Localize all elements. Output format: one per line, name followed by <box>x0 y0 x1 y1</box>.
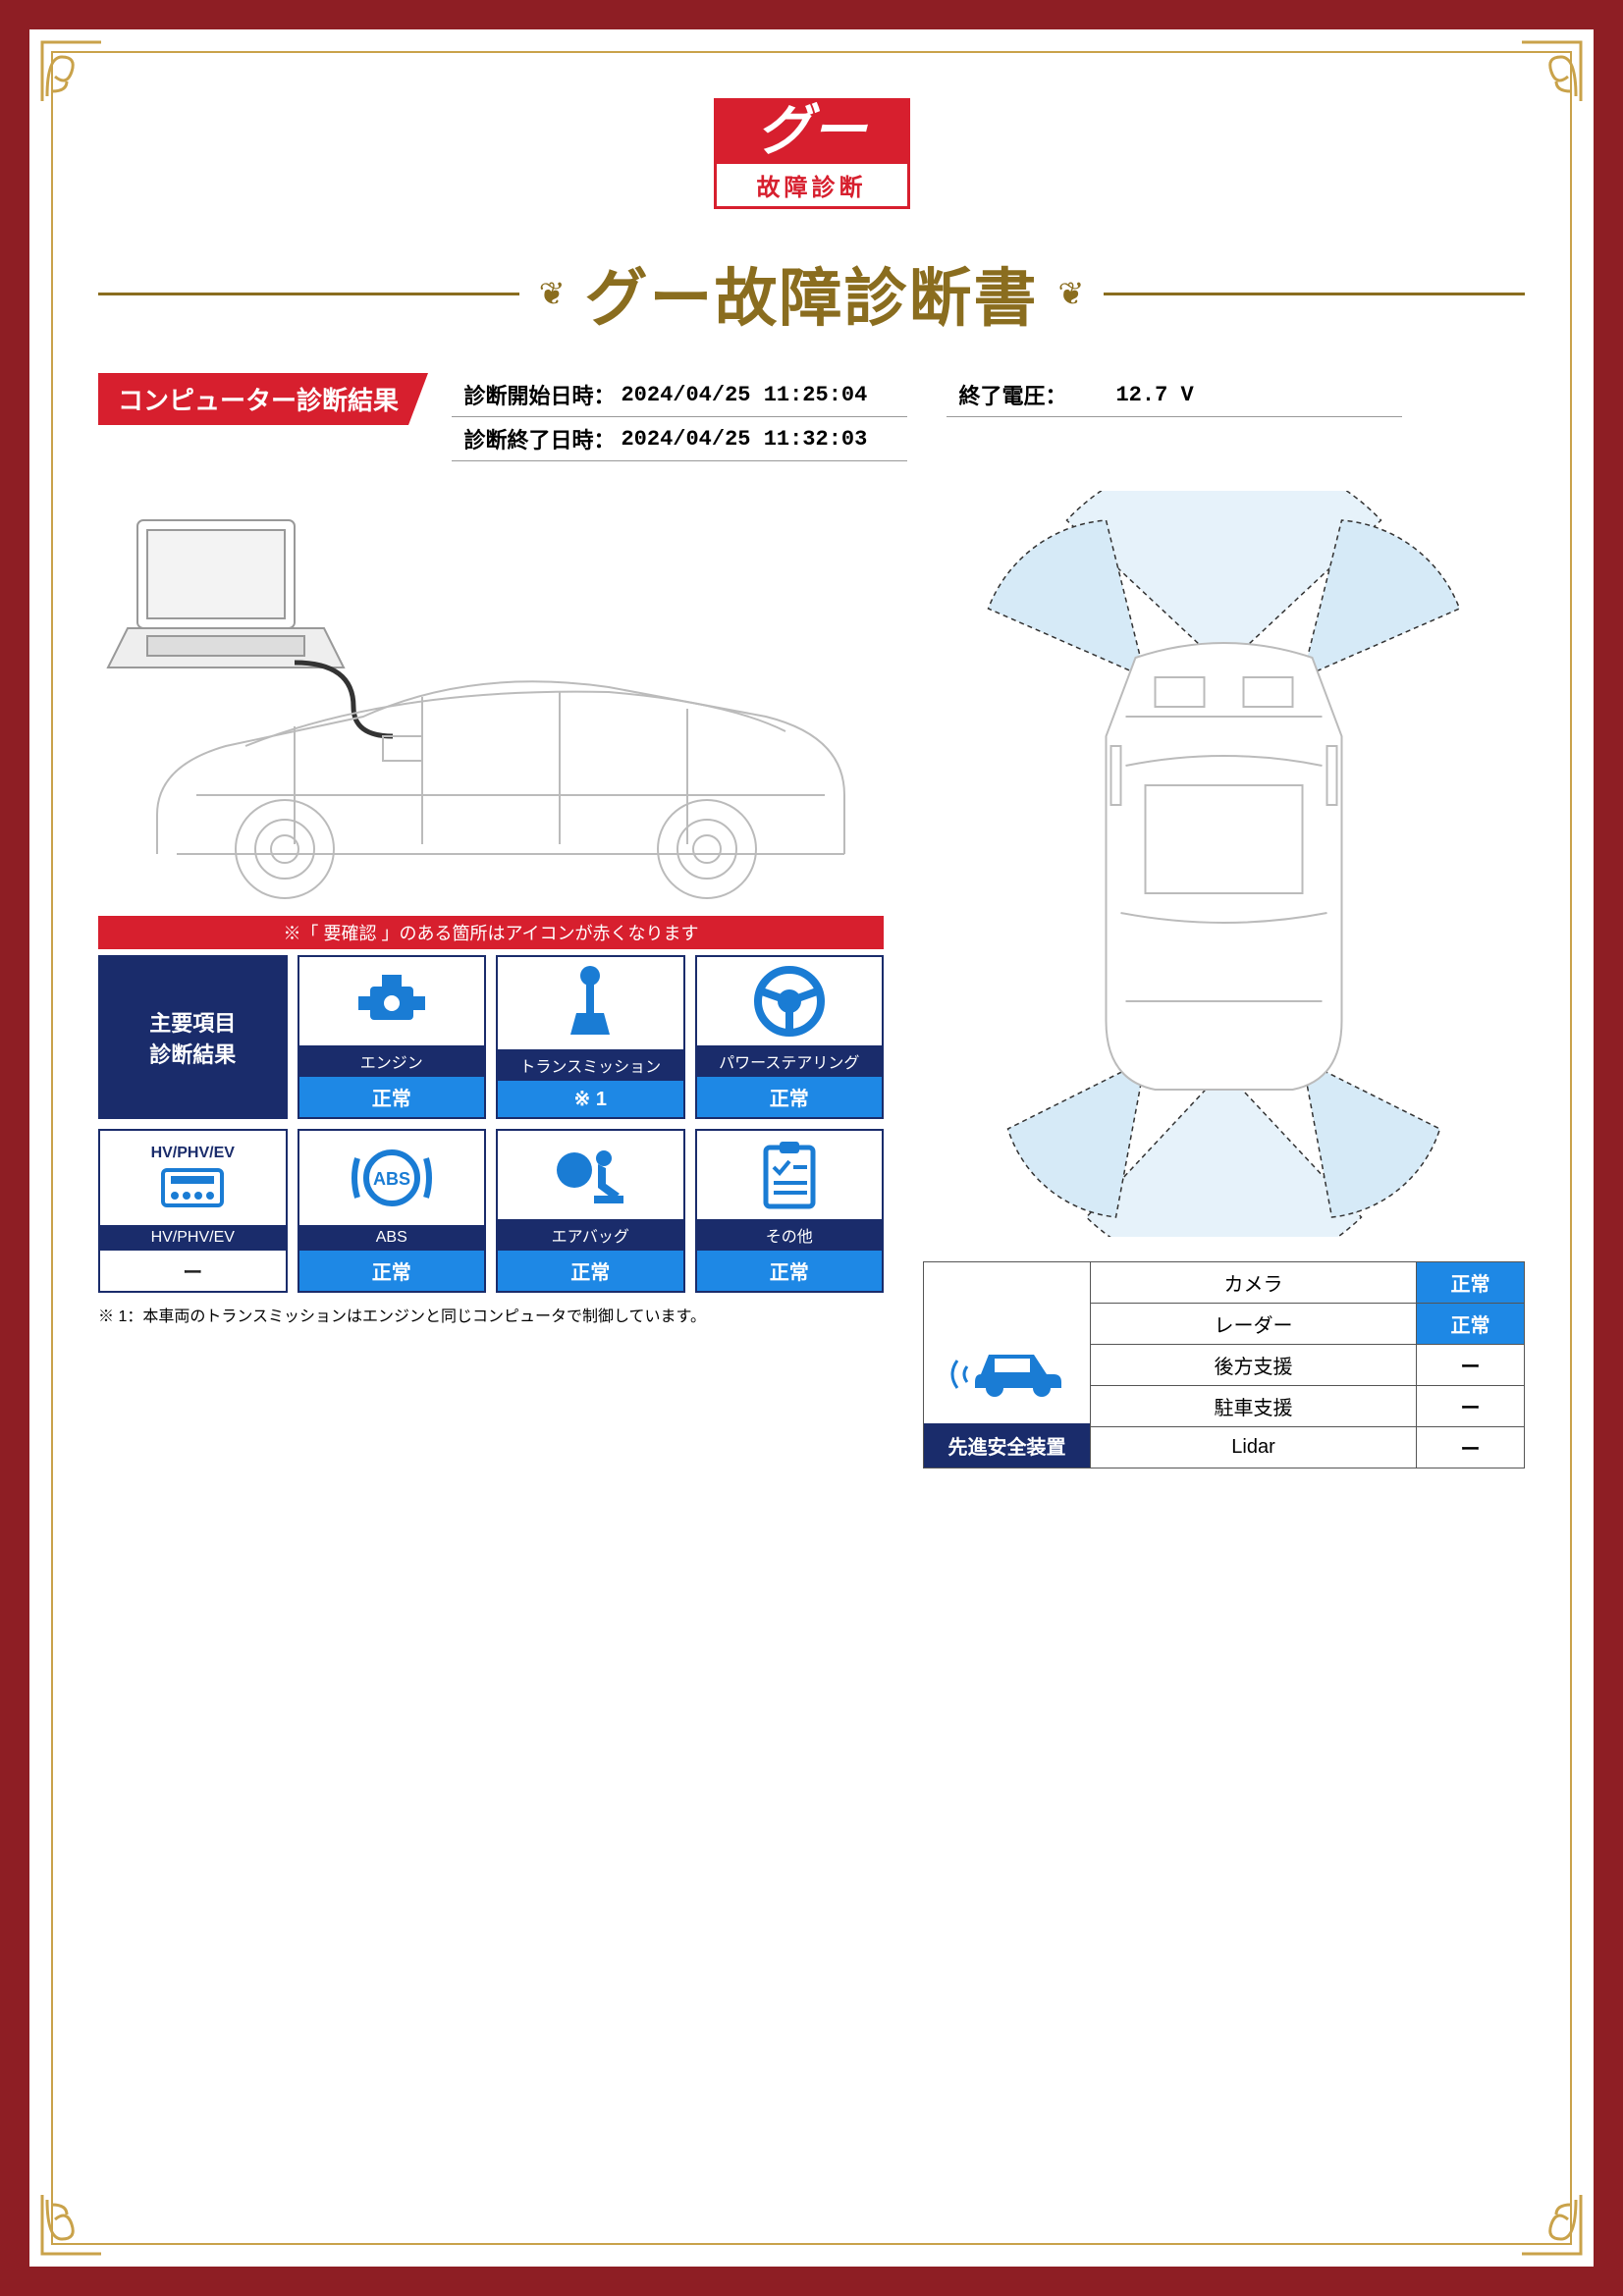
logo-brand: グー <box>717 101 907 164</box>
title-line-right <box>1104 293 1525 295</box>
safety-row-name: 駐車支援 <box>1091 1386 1417 1427</box>
safety-row-name: 後方支援 <box>1091 1345 1417 1386</box>
start-value: 2024/04/25 11:25:04 <box>621 383 895 407</box>
safety-row-status: 正常 <box>1417 1262 1525 1304</box>
cell-airbag-status: 正常 <box>498 1251 683 1291</box>
corner-ornament-bl <box>37 2190 106 2259</box>
car-side-diagram <box>98 491 884 903</box>
safety-row-name: Lidar <box>1091 1427 1417 1468</box>
flourish-right-icon: ❦ <box>1058 275 1085 312</box>
section-banner: コンピューター診断結果 <box>98 373 428 425</box>
cell-other-label: その他 <box>697 1219 883 1251</box>
corner-ornament-br <box>1517 2190 1586 2259</box>
cell-transmission: トランスミッション ※ 1 <box>496 955 685 1119</box>
logo-block: グー 故障診断 <box>98 98 1525 209</box>
cell-transmission-label: トランスミッション <box>498 1049 683 1081</box>
cell-other: その他 正常 <box>695 1129 885 1293</box>
diagnostic-icon-grid: 主要項目 診断結果 エンジン 正常 トランスミッション ※ 1 <box>98 955 884 1293</box>
cell-abs: ABS ABS 正常 <box>298 1129 487 1293</box>
logo-subtitle: 故障診断 <box>717 164 907 206</box>
cell-transmission-status: ※ 1 <box>498 1081 683 1117</box>
safety-row-name: カメラ <box>1091 1262 1417 1304</box>
certificate-frame: グー 故障診断 ❦ グー故障診断書 ❦ コンピューター診断結果 診断開始日時： … <box>29 29 1594 2267</box>
cell-airbag: エアバッグ 正常 <box>496 1129 685 1293</box>
svg-text:ABS: ABS <box>373 1169 410 1189</box>
cell-airbag-label: エアバッグ <box>498 1219 683 1251</box>
clipboard-icon <box>697 1131 883 1219</box>
transmission-icon <box>498 957 683 1049</box>
safety-row-status: ー <box>1417 1427 1525 1468</box>
cell-engine-label: エンジン <box>299 1045 485 1077</box>
grid-header: 主要項目 診断結果 <box>98 955 288 1119</box>
cell-engine-status: 正常 <box>299 1077 485 1117</box>
cell-steering-status: 正常 <box>697 1077 883 1117</box>
airbag-icon <box>498 1131 683 1219</box>
safety-row-status: ー <box>1417 1345 1525 1386</box>
end-value: 2024/04/25 11:32:03 <box>621 427 895 452</box>
icon-notice: ※「 要確認 」のある箇所はアイコンが赤くなります <box>98 916 884 949</box>
cell-engine: エンジン 正常 <box>298 955 487 1119</box>
safety-header: 先進安全装置 <box>924 1423 1090 1468</box>
cell-hvev-label: HV/PHV/EV <box>100 1225 286 1251</box>
cell-hvev-status: ー <box>100 1251 286 1291</box>
cell-steering-label: パワーステアリング <box>697 1045 883 1077</box>
engine-icon <box>299 957 485 1045</box>
logo-box: グー 故障診断 <box>714 98 910 209</box>
hvev-icon: HV/PHV/EV <box>100 1131 286 1225</box>
voltage-value: 12.7 V <box>1115 383 1390 407</box>
diagnostic-info: 診断開始日時： 2024/04/25 11:25:04 終了電圧： 12.7 V… <box>452 373 1402 461</box>
title-row: ❦ グー故障診断書 ❦ <box>98 248 1525 339</box>
safety-table: 先進安全装置 カメラ正常レーダー正常後方支援ー駐車支援ーLidarー <box>923 1261 1525 1468</box>
safety-row-status: 正常 <box>1417 1304 1525 1345</box>
safety-car-icon: 先進安全装置 <box>924 1262 1091 1468</box>
cell-abs-label: ABS <box>299 1225 485 1251</box>
cell-other-status: 正常 <box>697 1251 883 1291</box>
steering-icon <box>697 957 883 1045</box>
abs-icon: ABS <box>299 1131 485 1225</box>
flourish-left-icon: ❦ <box>539 275 566 312</box>
cell-hvev: HV/PHV/EV HV/PHV/EV ー <box>98 1129 288 1293</box>
start-label: 診断開始日時： <box>463 379 621 410</box>
safety-row-status: ー <box>1417 1386 1525 1427</box>
title-line-left <box>98 293 519 295</box>
car-top-diagram <box>923 491 1525 1237</box>
voltage-label: 終了電圧： <box>958 379 1115 410</box>
page-title: グー故障診断書 <box>585 248 1039 339</box>
cell-abs-status: 正常 <box>299 1251 485 1291</box>
end-label: 診断終了日時： <box>463 423 621 454</box>
safety-row-name: レーダー <box>1091 1304 1417 1345</box>
cell-steering: パワーステアリング 正常 <box>695 955 885 1119</box>
footnote: ※ 1：本車両のトランスミッションはエンジンと同じコンピュータで制御しています。 <box>98 1303 884 1326</box>
